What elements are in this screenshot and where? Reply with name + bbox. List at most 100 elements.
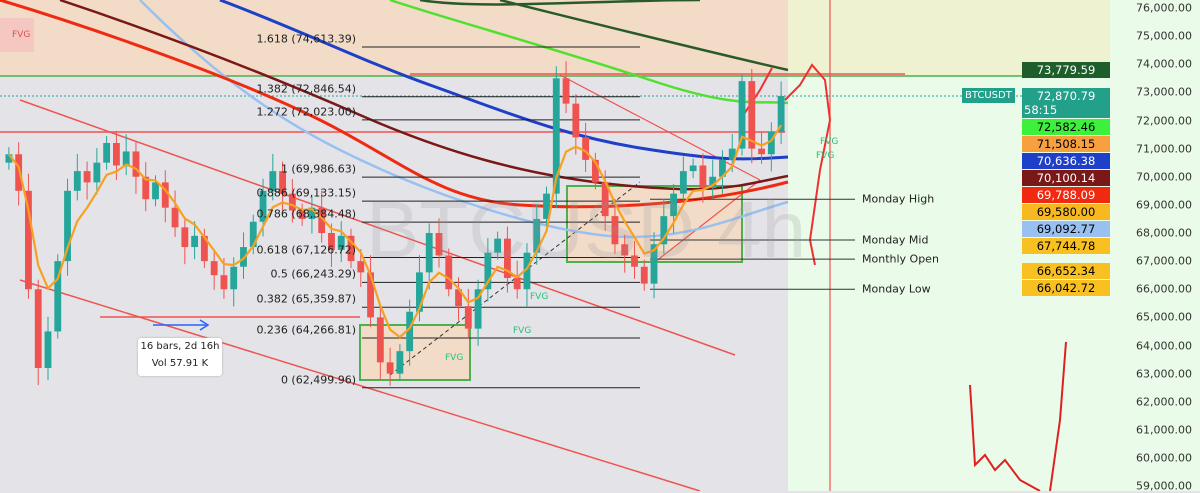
- candle: [709, 176, 717, 188]
- price-tick: 73,000.00: [1136, 85, 1192, 99]
- candle: [54, 261, 62, 332]
- candle: [249, 221, 257, 248]
- candle: [15, 154, 23, 191]
- price-badge-value: 71,508.15: [1036, 137, 1096, 151]
- price-badge: 72,870.79 58:15: [1022, 88, 1110, 118]
- price-badge-value: 69,580.00: [1036, 205, 1096, 219]
- forecast-path: [784, 63, 832, 266]
- candle: [572, 103, 580, 138]
- ma-orange: [8, 124, 783, 339]
- price-axis[interactable]: 76,000.00 75,000.00 74,000.00 73,000.00 72,0…: [1110, 0, 1200, 493]
- price-badge: 70,636.38: [1022, 153, 1110, 169]
- price-tick: 59,000.00: [1136, 479, 1192, 493]
- candle: [503, 238, 511, 278]
- price-tick: 75,000.00: [1136, 29, 1192, 43]
- price-badge: 72,582.46: [1022, 119, 1110, 135]
- price-badge: 69,788.09: [1022, 187, 1110, 203]
- level-label: Monday High: [862, 192, 935, 206]
- price-badge: 66,652.34: [1022, 262, 1110, 279]
- measure-volume: Vol 57.91 K: [151, 358, 209, 369]
- fib-level-label: 0.382 (65,359.87): [256, 292, 356, 306]
- fvg-label: FVG: [513, 326, 532, 336]
- candle: [484, 252, 492, 290]
- price-badge: 67,744.78: [1022, 238, 1110, 254]
- candle: [425, 233, 433, 273]
- candle: [308, 207, 316, 219]
- price-tick: 71,000.00: [1136, 142, 1192, 156]
- fvg-label: FVG: [530, 292, 549, 302]
- price-tick: 64,000.00: [1136, 339, 1192, 352]
- candle: [337, 235, 345, 250]
- price-badge-value: 69,092.77: [1036, 222, 1096, 236]
- candle: [543, 193, 550, 219]
- candle: [494, 238, 502, 253]
- candle: [191, 235, 199, 248]
- price-tick: 68,000.00: [1136, 226, 1192, 240]
- candle: [230, 266, 238, 290]
- candle: [83, 171, 91, 183]
- candle: [406, 311, 414, 352]
- price-badge: 70,100.14: [1022, 170, 1110, 186]
- candle: [328, 233, 335, 250]
- candle: [93, 162, 101, 183]
- price-tick: 65,000.00: [1136, 310, 1192, 324]
- fib-level-label: 0.236 (64,266.81): [256, 323, 356, 337]
- candle: [288, 193, 296, 211]
- price-tick: 70,000.00: [1136, 170, 1192, 184]
- price-tick: 74,000.00: [1136, 57, 1192, 71]
- candle: [660, 216, 668, 245]
- candle: [582, 137, 590, 160]
- fib-level-label: 1 (69,986.63): [280, 162, 356, 176]
- ma-green: [389, 0, 789, 105]
- level-label: Monthly Open: [862, 252, 939, 266]
- channel-top: [19, 99, 736, 356]
- candle: [161, 182, 169, 208]
- candle: [767, 131, 775, 155]
- candle: [445, 255, 453, 290]
- price-tick: 62,000.00: [1136, 395, 1192, 409]
- candle: [416, 272, 423, 312]
- candle: [435, 233, 443, 256]
- candle: [279, 171, 287, 194]
- price-badge-value: 72,870.79: [1036, 89, 1096, 103]
- candle: [591, 159, 599, 183]
- candle: [455, 289, 462, 307]
- candle: [650, 244, 658, 284]
- fvg-label: FVG: [12, 30, 31, 40]
- candle: [523, 252, 531, 290]
- price-tick: 72,000.00: [1136, 114, 1192, 127]
- candle: [64, 190, 71, 262]
- arrow-head-icon: [199, 319, 210, 331]
- fib-level-label: 0.786 (68,384.48): [256, 207, 356, 221]
- candle: [298, 210, 306, 219]
- fvg-label: FVG: [820, 137, 839, 147]
- ma-red: [0, 0, 789, 209]
- candle: [122, 151, 130, 166]
- candle: [640, 266, 648, 284]
- candle: [103, 143, 111, 163]
- candle: [34, 289, 42, 368]
- candle: [25, 190, 32, 290]
- price-badge: 71,508.15: [1022, 136, 1110, 152]
- candle: [376, 317, 384, 363]
- price-badge-value: 70,636.38: [1036, 154, 1096, 168]
- candle: [112, 143, 120, 166]
- fib-level-label: 1.382 (72,846.54): [256, 82, 356, 96]
- candle: [474, 289, 482, 329]
- fib-level-label: 0.886 (69,133.15): [256, 186, 356, 200]
- price-badge: 69,092.77: [1022, 221, 1110, 237]
- symbol-label: BTCUSDT: [962, 88, 1015, 103]
- fib-level-label: 1.272 (72,023.00): [256, 105, 356, 119]
- price-tick: 63,000.00: [1136, 367, 1192, 381]
- candle: [699, 165, 707, 188]
- forecast-path: [739, 67, 773, 121]
- price-badge: 66,042.72: [1022, 280, 1110, 297]
- candle: [269, 171, 277, 191]
- candle: [318, 207, 326, 233]
- candle: [562, 78, 570, 104]
- candle: [611, 216, 619, 245]
- fvg-label: FVG: [445, 353, 464, 363]
- bar-countdown: 58:15: [1024, 103, 1058, 117]
- measure-bars: 16 bars, 2d 16h: [140, 341, 220, 352]
